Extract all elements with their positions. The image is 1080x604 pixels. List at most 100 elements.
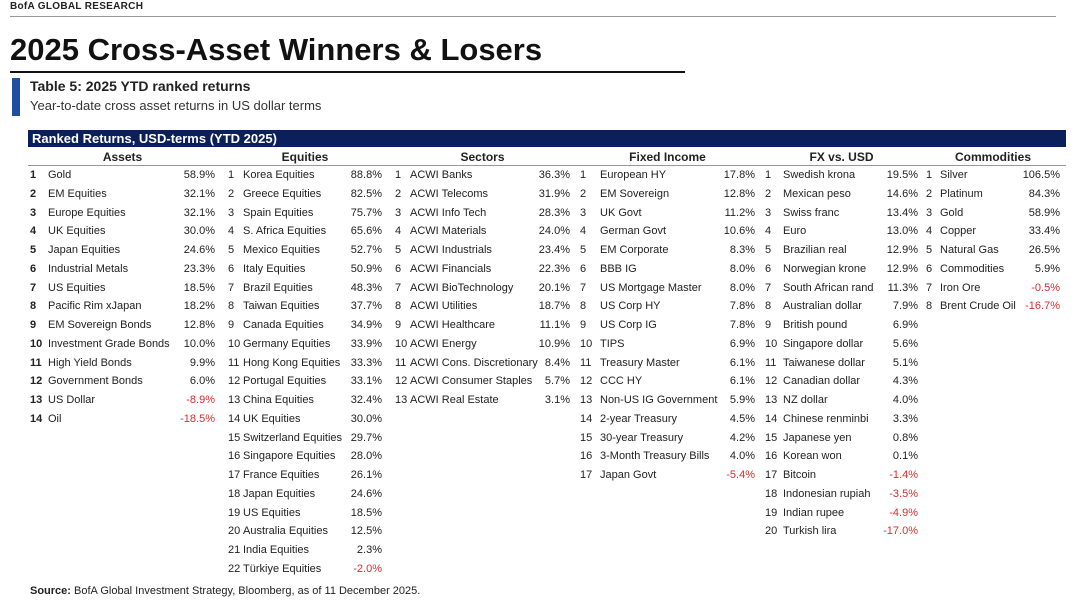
name: Mexico Equities bbox=[243, 244, 321, 257]
name: Natural Gas bbox=[940, 244, 999, 257]
accent-bar bbox=[12, 78, 20, 116]
value: 28.0% bbox=[350, 450, 382, 463]
rank: 3 bbox=[765, 206, 772, 219]
rank: 8 bbox=[228, 300, 235, 313]
rank: 5 bbox=[580, 244, 587, 257]
rank: 3 bbox=[228, 206, 235, 219]
name: EM Equities bbox=[48, 187, 107, 200]
name: Türkiye Equities bbox=[243, 562, 322, 575]
name: Oil bbox=[48, 412, 62, 425]
source: Source: BofA Global Investment Strategy,… bbox=[30, 585, 420, 597]
name: Brazil Equities bbox=[243, 281, 313, 294]
rank: 4 bbox=[926, 225, 933, 238]
rank: 8 bbox=[926, 300, 933, 313]
value: -8.9% bbox=[186, 394, 215, 407]
name: Commodities bbox=[940, 262, 1005, 275]
name: Gold bbox=[940, 206, 964, 219]
rank: 15 bbox=[228, 431, 241, 444]
rank: 13 bbox=[30, 394, 43, 407]
value: 8.3% bbox=[729, 244, 755, 257]
value: -5.4% bbox=[726, 469, 755, 482]
name: Singapore dollar bbox=[783, 337, 864, 350]
name: Taiwan Equities bbox=[243, 300, 320, 313]
rank: 6 bbox=[580, 262, 587, 275]
rank: 7 bbox=[228, 281, 235, 294]
value: 18.7% bbox=[538, 300, 570, 313]
value: 75.7% bbox=[350, 206, 382, 219]
source-label: Source: bbox=[30, 585, 71, 597]
value: 32.1% bbox=[183, 206, 215, 219]
value: 11.3% bbox=[887, 281, 918, 294]
name: British pound bbox=[783, 319, 848, 332]
value: 31.9% bbox=[538, 187, 570, 200]
value: 52.7% bbox=[350, 244, 382, 257]
value: 4.2% bbox=[729, 431, 755, 444]
name: China Equities bbox=[243, 394, 314, 407]
name: Singapore Equities bbox=[243, 450, 336, 463]
value: 7.8% bbox=[729, 319, 755, 332]
title: 2025 Cross-Asset Winners & Losers bbox=[10, 32, 543, 67]
value: 19.5% bbox=[886, 169, 918, 181]
name: Portugal Equities bbox=[243, 375, 327, 388]
rank: 18 bbox=[765, 487, 778, 500]
rank: 1 bbox=[395, 169, 402, 181]
value: 13.0% bbox=[886, 225, 918, 238]
name: Platinum bbox=[940, 187, 983, 200]
value: 9.9% bbox=[189, 356, 215, 369]
name: ACWI Industrials bbox=[410, 244, 492, 257]
title-rule bbox=[10, 71, 685, 73]
rank: 4 bbox=[395, 225, 402, 238]
value: 24.6% bbox=[183, 244, 215, 257]
value: 8.4% bbox=[544, 356, 570, 369]
value: 32.4% bbox=[350, 394, 382, 407]
rank: 11 bbox=[395, 356, 407, 369]
value: 10.9% bbox=[538, 337, 570, 350]
rank: 8 bbox=[765, 300, 772, 313]
value: 12.9% bbox=[886, 244, 918, 257]
rank: 4 bbox=[30, 225, 37, 238]
name: Germany Equities bbox=[243, 337, 331, 350]
rank: 1 bbox=[765, 169, 772, 181]
value: 12.8% bbox=[723, 187, 755, 200]
value: 30.0% bbox=[350, 412, 382, 425]
name: Europe Equities bbox=[48, 206, 126, 219]
value: 26.1% bbox=[350, 469, 382, 482]
value: 48.3% bbox=[350, 281, 382, 294]
value: -0.5% bbox=[1031, 281, 1060, 294]
rank: 9 bbox=[765, 319, 772, 332]
rank: 11 bbox=[580, 356, 592, 369]
rank: 19 bbox=[765, 506, 778, 519]
rank: 11 bbox=[228, 356, 240, 369]
name: TIPS bbox=[600, 337, 625, 350]
value: 8.0% bbox=[729, 262, 755, 275]
name: ACWI Info Tech bbox=[410, 206, 487, 219]
name: India Equities bbox=[243, 544, 310, 557]
value: 13.4% bbox=[886, 206, 918, 219]
rank: 10 bbox=[580, 337, 593, 350]
value: 4.0% bbox=[892, 394, 918, 407]
name: German Govt bbox=[600, 225, 667, 238]
name: ACWI Telecoms bbox=[410, 187, 489, 200]
rank: 14 bbox=[228, 412, 241, 425]
value: 12.5% bbox=[350, 525, 382, 538]
rank: 13 bbox=[765, 394, 778, 407]
rank: 3 bbox=[580, 206, 587, 219]
name: 2-year Treasury bbox=[600, 412, 678, 425]
value: 6.1% bbox=[729, 375, 755, 388]
name: Norwegian krone bbox=[783, 262, 867, 275]
rank: 9 bbox=[228, 319, 235, 332]
value: 23.4% bbox=[538, 244, 570, 257]
value: 106.5% bbox=[1022, 169, 1060, 181]
rank: 13 bbox=[580, 394, 593, 407]
top-rule bbox=[10, 16, 1056, 17]
value: 58.9% bbox=[1028, 206, 1060, 219]
value: 58.9% bbox=[183, 169, 215, 181]
value: 0.1% bbox=[892, 450, 918, 463]
value: 5.9% bbox=[729, 394, 755, 407]
value: 24.0% bbox=[538, 225, 570, 238]
rank: 10 bbox=[30, 337, 43, 350]
rank: 14 bbox=[30, 412, 43, 425]
name: ACWI Cons. Discretionary bbox=[410, 356, 538, 369]
value: 37.7% bbox=[350, 300, 382, 313]
rank: 6 bbox=[926, 262, 933, 275]
